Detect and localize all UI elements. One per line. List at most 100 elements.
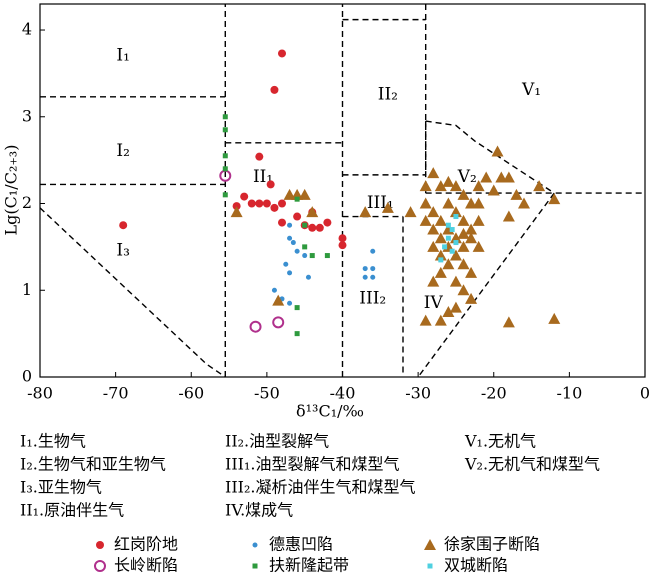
point [291, 188, 304, 200]
point [442, 305, 455, 317]
legend-label: 长岭断陷 [114, 556, 178, 575]
x-axis-label: δ¹³C₁/‰ [296, 402, 364, 421]
point [249, 320, 262, 333]
region-label: V₁ [521, 80, 541, 100]
point [419, 314, 432, 326]
x-tick-label: -70 [103, 384, 129, 403]
region-label: I₁ [116, 46, 130, 66]
legend-label: 扶新隆起带 [269, 556, 349, 575]
point [502, 171, 515, 183]
point [270, 203, 279, 212]
legend-swatch [252, 542, 258, 548]
point [338, 234, 347, 243]
point [453, 240, 459, 246]
region-legend-item: II₁.原油伴生气 [20, 501, 124, 520]
point [502, 316, 515, 328]
point [278, 49, 286, 58]
region-legend-item: II₂.油型裂解气 [225, 432, 329, 451]
point [278, 199, 286, 208]
point [449, 275, 462, 287]
point [442, 175, 455, 187]
point [465, 197, 478, 209]
point [434, 249, 447, 261]
point [442, 258, 455, 270]
point [370, 274, 376, 280]
point [222, 127, 228, 133]
point [449, 206, 462, 218]
point [457, 284, 470, 296]
point [472, 240, 485, 252]
point [495, 171, 508, 183]
y-tick-label: 1 [22, 280, 32, 299]
point [449, 227, 455, 233]
x-tick-label: 0 [640, 384, 650, 403]
point [533, 180, 546, 192]
point [472, 180, 485, 192]
point [270, 85, 279, 94]
point [362, 266, 368, 272]
x-tick-label: -20 [481, 384, 507, 403]
point [222, 153, 228, 159]
legend-swatch [427, 563, 433, 569]
legend-label: 双城断陷 [444, 556, 508, 575]
region-legend-item: IV.煤成气 [225, 501, 293, 520]
point [305, 274, 311, 280]
point [222, 114, 228, 120]
point [457, 227, 470, 239]
point [290, 240, 296, 246]
region-label: II₂ [378, 85, 398, 105]
point [323, 218, 332, 227]
point [472, 214, 485, 226]
point [427, 240, 440, 252]
x-tick-label: -40 [330, 384, 356, 403]
point [255, 152, 264, 161]
point [302, 222, 308, 228]
point [472, 197, 485, 209]
x-tick-label: -60 [178, 384, 204, 403]
region-legend-item: III₁.油型裂解气和煤型气 [225, 455, 399, 474]
point [442, 244, 448, 250]
point [449, 180, 462, 192]
point [419, 214, 432, 226]
point [370, 266, 376, 272]
point [222, 192, 228, 198]
y-tick-label: 4 [22, 20, 32, 39]
region-legend-item: V₂.无机气和煤型气 [464, 455, 600, 474]
point [502, 210, 515, 222]
point [287, 270, 293, 276]
point [294, 196, 300, 202]
legend-swatch [94, 560, 106, 572]
region-boundary [417, 192, 555, 378]
region-legend-item: V₁.无机气 [464, 432, 536, 451]
point [287, 222, 293, 228]
point [457, 258, 470, 270]
region-label: I₂ [116, 141, 130, 161]
region-legend-item: I₁.生物气 [20, 432, 86, 451]
point [222, 166, 228, 172]
point [548, 193, 561, 205]
legend-swatch [252, 563, 258, 569]
point [419, 197, 432, 209]
point [404, 206, 417, 218]
x-tick-label: -50 [254, 384, 280, 403]
point [302, 253, 308, 259]
point [278, 218, 286, 227]
y-tick-label: 2 [22, 193, 32, 212]
point [518, 197, 530, 209]
point [548, 312, 561, 324]
point [287, 235, 293, 241]
point [230, 206, 243, 218]
point [293, 212, 302, 221]
point [309, 253, 315, 259]
point [453, 214, 459, 220]
point [427, 275, 440, 287]
point [294, 331, 300, 337]
legend-swatch [424, 539, 436, 550]
y-tick-label: 0 [22, 367, 32, 386]
region-legend-item: I₃.亚生物气 [20, 478, 102, 497]
legend-swatch [96, 541, 104, 549]
point [359, 206, 372, 218]
y-tick-label: 3 [22, 106, 32, 125]
point [419, 180, 432, 192]
point [434, 232, 447, 244]
